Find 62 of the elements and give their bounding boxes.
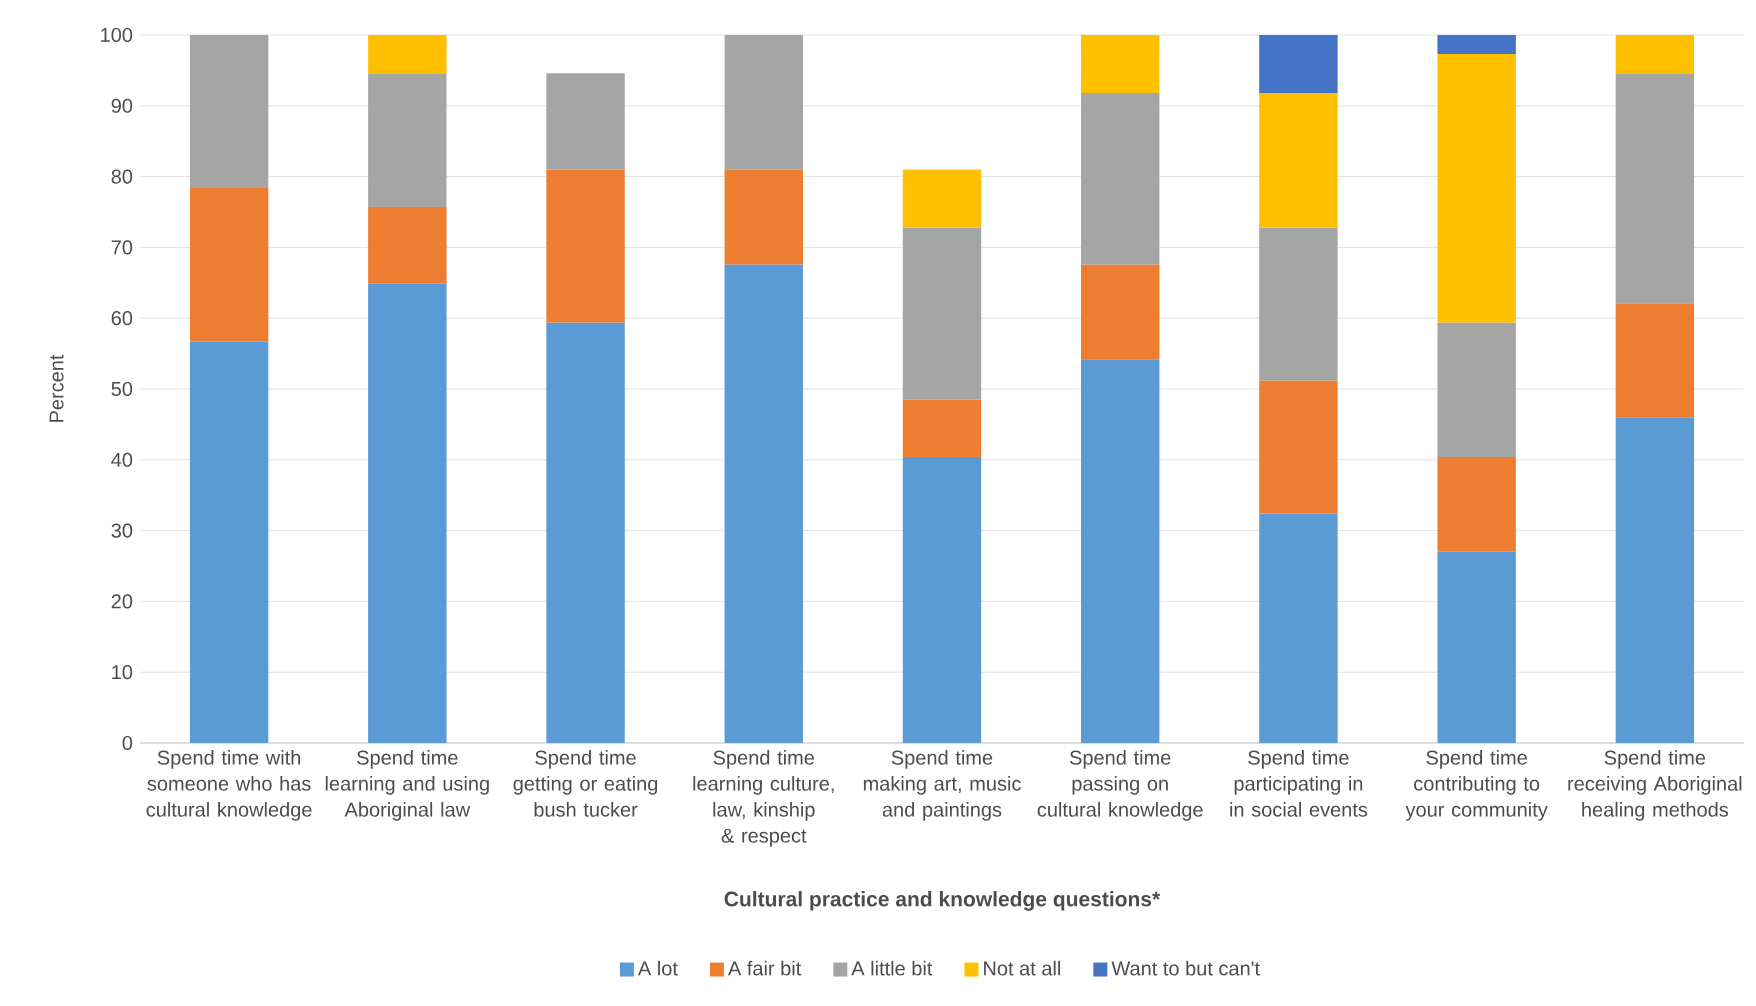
y-tick-label: 90 — [111, 98, 133, 113]
y-tick-label: 30 — [111, 523, 133, 538]
bar — [189, 187, 269, 342]
bar — [902, 456, 982, 743]
x-tick-label: Spend time learning and using Aboriginal law — [325, 750, 489, 821]
bar — [1259, 513, 1338, 743]
bar — [724, 169, 803, 265]
legend-label: A little bit — [851, 960, 933, 976]
bar — [546, 322, 625, 743]
legend-label: A lot — [637, 960, 678, 976]
bar — [1615, 34, 1695, 74]
bar — [368, 34, 447, 74]
y-tick-label: 50 — [111, 381, 133, 397]
bar — [1259, 380, 1338, 514]
legend-label: Not at all — [984, 960, 1060, 976]
bar — [368, 73, 447, 208]
x-tick-label: Spend time participating in in social events — [1230, 750, 1368, 817]
y-tick-label: 10 — [112, 665, 133, 680]
x-axis-title: Cultural practice and knowledge questions* — [724, 891, 1161, 911]
bar — [1081, 93, 1160, 265]
bar — [546, 73, 625, 170]
x-tick-label: Spend time passing on cultural knowledge — [1037, 750, 1203, 821]
bar — [1437, 34, 1516, 55]
bar — [902, 169, 982, 228]
bar — [1259, 227, 1338, 381]
y-axis-title: Percent — [49, 354, 64, 422]
bar — [902, 227, 982, 400]
x-tick-label: Spend time learning culture, law, kinship & respect — [693, 750, 834, 847]
bar — [1259, 93, 1338, 228]
bar — [1081, 264, 1160, 360]
bar — [1437, 551, 1516, 743]
x-tick-label: Spend time making art, music and paintings — [863, 750, 1021, 821]
bar — [902, 399, 982, 457]
legend-label: Want to but can't — [1111, 960, 1260, 976]
bar — [1437, 456, 1516, 552]
bar — [368, 207, 447, 284]
y-tick-label: 40 — [111, 452, 133, 467]
bar — [189, 341, 269, 743]
bar — [1437, 54, 1516, 323]
x-tick-label: Spend time contributing to your community — [1405, 750, 1548, 821]
y-tick-label: 0 — [122, 735, 133, 751]
bar — [1259, 34, 1338, 94]
y-tick-label: 20 — [111, 594, 133, 609]
x-tick-label: Spend time with someone who has cultural knowledge — [146, 750, 312, 821]
bar — [1615, 417, 1695, 743]
bar — [189, 34, 269, 188]
bar — [724, 34, 803, 170]
x-tick-label: Spend time getting or eating bush tucker — [513, 750, 658, 817]
y-tick-label: 70 — [111, 240, 133, 255]
x-tick-label: Spend time receiving Aboriginal healing methods — [1568, 750, 1742, 821]
bar — [1437, 322, 1516, 457]
bar — [1081, 359, 1160, 743]
bar — [1615, 303, 1695, 418]
bar — [368, 283, 447, 743]
bar — [546, 169, 625, 323]
bar — [1615, 73, 1695, 304]
y-tick-label: 100 — [101, 27, 133, 43]
bar — [1081, 34, 1160, 94]
legend-label: A fair bit — [727, 960, 802, 976]
bar — [724, 264, 803, 743]
y-tick-label: 60 — [111, 311, 133, 326]
y-tick-label: 80 — [111, 169, 133, 184]
